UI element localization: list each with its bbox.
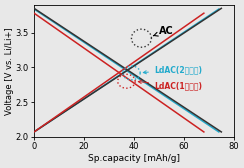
- Text: LdAC(2차년도): LdAC(2차년도): [143, 65, 202, 74]
- Y-axis label: Voltage [V vs. Li/Li+]: Voltage [V vs. Li/Li+]: [5, 27, 14, 115]
- X-axis label: Sp.capacity [mAh/g]: Sp.capacity [mAh/g]: [88, 154, 180, 163]
- Text: AC: AC: [153, 26, 174, 36]
- Text: LdAC(1차년도): LdAC(1차년도): [138, 80, 202, 90]
